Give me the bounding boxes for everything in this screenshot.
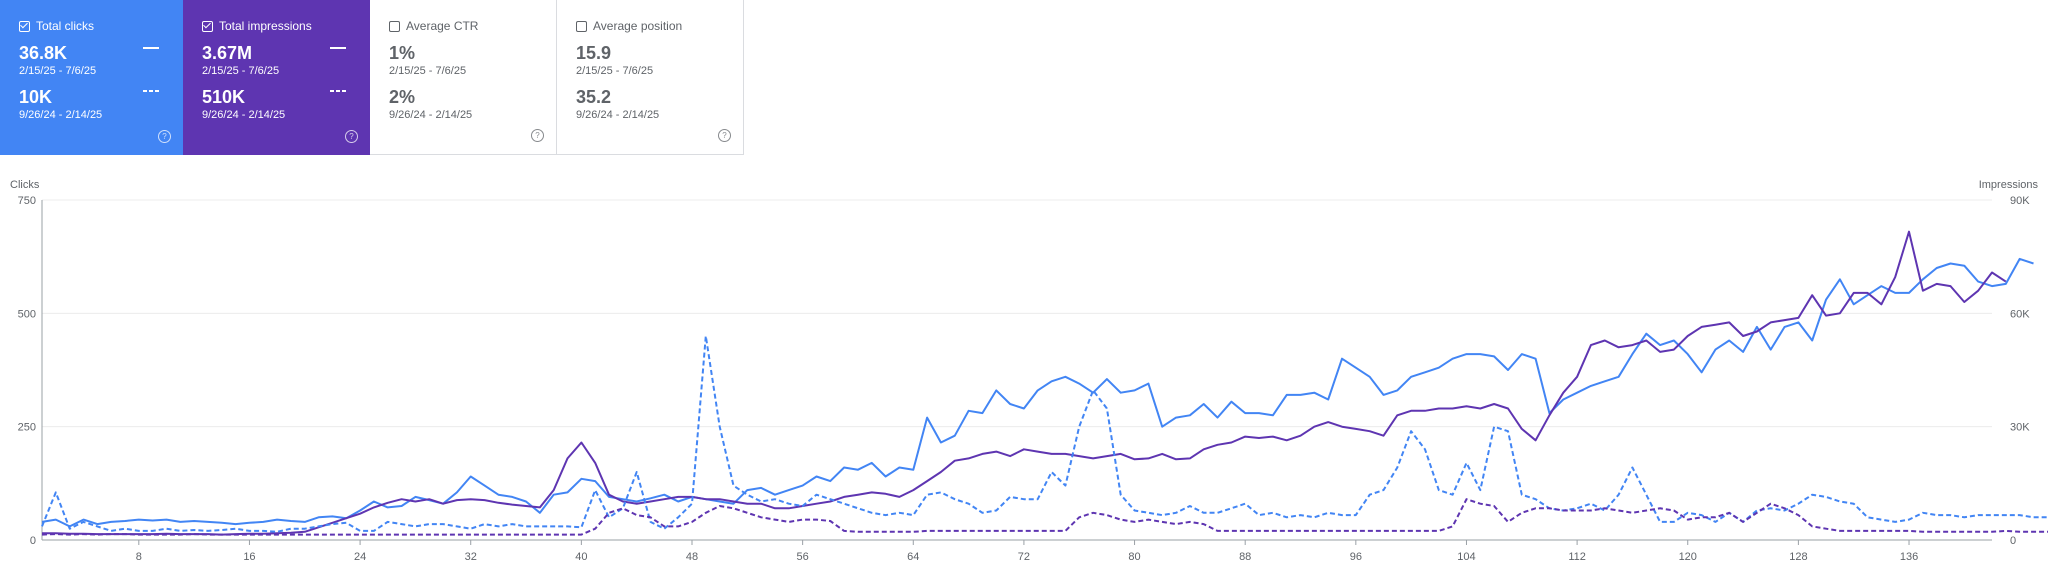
right-tick-label: 90K (2010, 195, 2030, 207)
help-icon[interactable]: ? (718, 129, 731, 142)
left-tick-label: 500 (18, 308, 36, 320)
x-tick-label: 128 (1789, 551, 1807, 563)
card-range-current: 2/15/25 - 7/6/25 (19, 65, 97, 77)
card-label: Total impressions (219, 19, 312, 33)
checkbox-icon[interactable] (389, 20, 400, 32)
solid-line-legend-icon (330, 47, 346, 49)
left-tick-label: 750 (18, 195, 36, 207)
card-value-current: 15.9 (576, 43, 612, 63)
card-range-current: 2/15/25 - 7/6/25 (202, 65, 280, 77)
right-tick-label: 30K (2010, 422, 2030, 434)
average-position-card[interactable]: Average position 15.9 2/15/25 - 7/6/25 3… (557, 0, 744, 155)
x-axis-ticks: 8 16 24 32 40 48 56 64 72 80 88 96 104 112 120 128 136 (136, 540, 1918, 563)
card-header: Total clicks (19, 19, 183, 33)
checkbox-icon[interactable] (202, 20, 213, 32)
checkbox-icon[interactable] (576, 20, 587, 32)
metric-cards: Total clicks 36.8K 2/15/25 - 7/6/25 10K … (0, 0, 744, 155)
card-value-previous: 510K (202, 87, 246, 107)
total-impressions-card[interactable]: Total impressions 3.67M 2/15/25 - 7/6/25… (183, 0, 370, 155)
right-axis-ticks: 90K 60K 30K 0 (2010, 195, 2030, 547)
x-tick-label: 64 (907, 551, 919, 563)
card-range-previous: 9/26/24 - 2/14/25 (576, 109, 660, 121)
dashed-line-legend-icon (143, 90, 159, 92)
card-value-current: 1% (389, 43, 416, 63)
card-label: Average position (593, 19, 683, 33)
x-tick-label: 48 (686, 551, 698, 563)
performance-chart[interactable]: Clicks Impressions 750 500 250 0 90K 60K 30K 0… (0, 170, 2048, 587)
x-tick-label: 88 (1239, 551, 1251, 563)
gridlines (41, 199, 1992, 541)
x-tick-label: 72 (1018, 551, 1030, 563)
left-tick-label: 0 (30, 535, 36, 547)
series-lines (41, 230, 2048, 536)
card-label: Average CTR (406, 19, 479, 33)
help-icon[interactable]: ? (158, 130, 171, 143)
x-tick-label: 104 (1457, 551, 1475, 563)
card-label: Total clicks (36, 19, 95, 33)
clicks-solid-line (41, 257, 2034, 528)
right-tick-label: 0 (2010, 535, 2016, 547)
checkbox-icon[interactable] (19, 20, 30, 32)
x-tick-label: 120 (1679, 551, 1697, 563)
card-range-previous: 9/26/24 - 2/14/25 (389, 109, 473, 121)
right-tick-label: 60K (2010, 308, 2030, 320)
x-tick-label: 40 (575, 551, 587, 563)
x-tick-label: 136 (1900, 551, 1918, 563)
x-tick-label: 56 (797, 551, 809, 563)
card-range-previous: 9/26/24 - 2/14/25 (202, 109, 286, 121)
x-tick-label: 96 (1350, 551, 1362, 563)
left-tick-label: 250 (18, 422, 36, 434)
card-header: Total impressions (202, 19, 370, 33)
card-header: Average position (576, 19, 743, 33)
card-range-current: 2/15/25 - 7/6/25 (389, 65, 467, 77)
help-icon[interactable]: ? (531, 129, 544, 142)
card-value-previous: 10K (19, 87, 53, 107)
x-tick-label: 80 (1128, 551, 1140, 563)
x-tick-label: 112 (1568, 551, 1586, 563)
x-tick-label: 32 (465, 551, 477, 563)
clicks-dashed-line (41, 335, 2048, 533)
left-axis-ticks: 750 500 250 0 (18, 195, 36, 547)
card-value-current: 3.67M (202, 43, 253, 63)
help-icon[interactable]: ? (345, 130, 358, 143)
x-tick-label: 8 (136, 551, 142, 563)
impressions-dashed-line (41, 498, 2048, 536)
card-range-previous: 9/26/24 - 2/14/25 (19, 109, 103, 121)
card-value-current: 36.8K (19, 43, 68, 63)
average-ctr-card[interactable]: Average CTR 1% 2/15/25 - 7/6/25 2% 9/26/… (370, 0, 557, 155)
x-tick-label: 24 (354, 551, 366, 563)
card-value-previous: 35.2 (576, 87, 612, 107)
right-axis-title: Impressions (1979, 179, 2039, 191)
x-tick-label: 16 (243, 551, 255, 563)
card-range-current: 2/15/25 - 7/6/25 (576, 65, 654, 77)
card-header: Average CTR (389, 19, 556, 33)
total-clicks-card[interactable]: Total clicks 36.8K 2/15/25 - 7/6/25 10K … (0, 0, 183, 155)
left-axis-title: Clicks (10, 179, 40, 191)
impressions-solid-line (42, 230, 2007, 536)
solid-line-legend-icon (143, 47, 159, 49)
card-value-previous: 2% (389, 87, 416, 107)
dashed-line-legend-icon (330, 90, 346, 92)
